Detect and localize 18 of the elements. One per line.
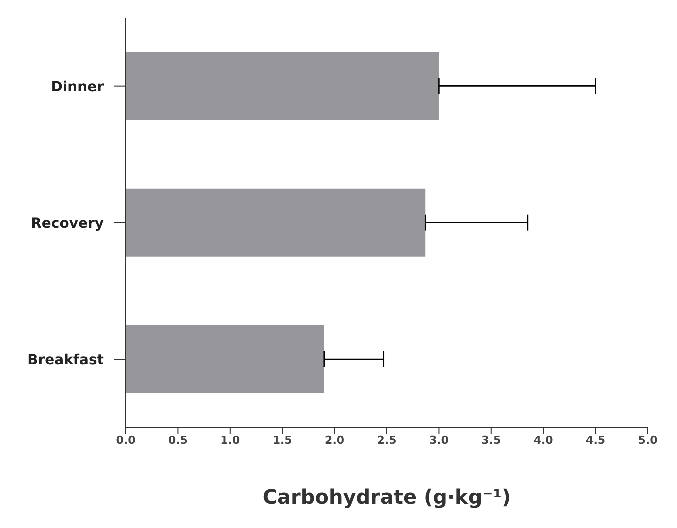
x-tick-label: 3.0: [429, 434, 450, 447]
x-tick-label: 2.0: [325, 434, 345, 447]
x-tick-label: 3.5: [482, 434, 502, 447]
x-tick-label: 1.5: [272, 434, 292, 447]
x-tick-label: 4.0: [534, 434, 554, 447]
x-tick-label: 4.5: [586, 434, 606, 447]
y-tick-label: Recovery: [31, 216, 104, 232]
x-axis-title: Carbohydrate (g·kg⁻¹): [262, 485, 512, 509]
bar: [126, 188, 426, 257]
y-tick-label: Dinner: [51, 79, 104, 96]
y-tick-label: Breakfast: [28, 352, 104, 369]
x-tick-label: 1.0: [220, 434, 240, 447]
x-tick-label: 0.5: [168, 434, 188, 447]
x-tick-label: 2.5: [377, 434, 397, 447]
x-tick-label: 5.0: [638, 434, 658, 447]
bar: [126, 52, 440, 120]
x-tick-label: 0.0: [116, 434, 136, 447]
bar: [126, 326, 324, 394]
